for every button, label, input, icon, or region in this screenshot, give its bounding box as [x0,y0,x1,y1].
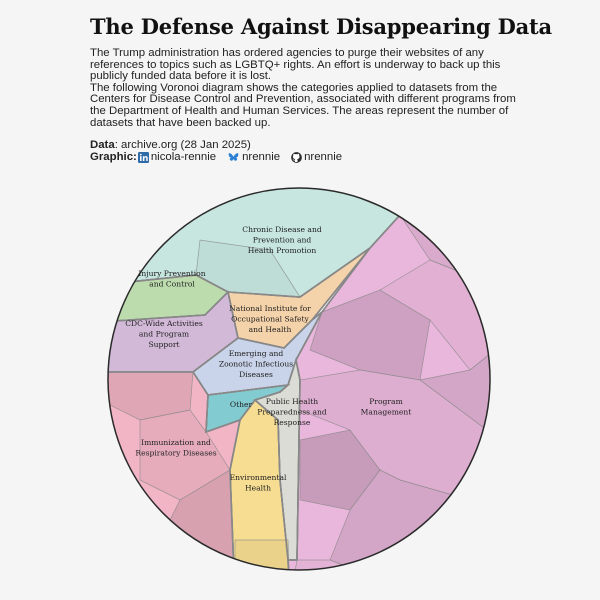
voronoi-labels: Chronic Disease and Prevention and Health … [125,225,411,493]
github-handle[interactable]: nrennie [304,151,343,163]
label-immunization-and-respiratory-diseases: Immunization and Respiratory Diseases [135,438,216,458]
graphic-label: Graphic: [90,151,137,163]
label-other: Other [230,400,253,409]
label-chronic-disease-and-prevention-and-health-promotion: Chronic Disease and Prevention and Health … [242,225,322,255]
cell-border-program-management [287,188,490,570]
description-paragraph-2: The following Voronoi diagram shows the … [90,81,516,129]
sub-cell [419,299,490,441]
chart-boundary [107,187,491,571]
chart-title: The Defense Against Disappearing Data [90,14,552,39]
label-program-management: Program Management [361,397,412,417]
bluesky-icon [228,153,239,161]
label-cdc-wide-activities-and-program-support: CDC-Wide Activities and Program Support [125,319,203,349]
data-source: Data: archive.org (28 Jan 2025) [90,139,251,152]
github-icon [291,152,302,163]
chart-description: The Trump administration has ordered age… [90,47,520,129]
sub-cell [289,559,461,570]
label-environmental-health: Environmental Health [230,473,287,493]
linkedin-icon [137,152,149,163]
linkedin-handle[interactable]: nicola-rennie [150,151,217,163]
graphic-credit: Graphic: nicola-rennie nrennie nrennie [90,151,342,164]
label-public-health-preparedness-and-response: Public Health Preparedness and Response [257,397,327,427]
data-source-label: Data [90,139,115,151]
sub-cell [459,419,490,570]
label-emerging-and-zoonotic-infectious-diseases: Emerging and Zoonotic Infectious Diseases [219,349,293,379]
label-national-institute-for-occupational-safety-and-health: National Institute for Occupational Safet… [229,304,311,334]
data-source-text: : archive.org (28 Jan 2025) [114,139,251,151]
sub-cell [234,539,291,570]
bluesky-handle[interactable]: nrennie [242,151,281,163]
description-paragraph-1: The Trump administration has ordered age… [90,47,501,83]
label-injury-prevention-and-control: Injury Prevention and Control [138,269,205,289]
